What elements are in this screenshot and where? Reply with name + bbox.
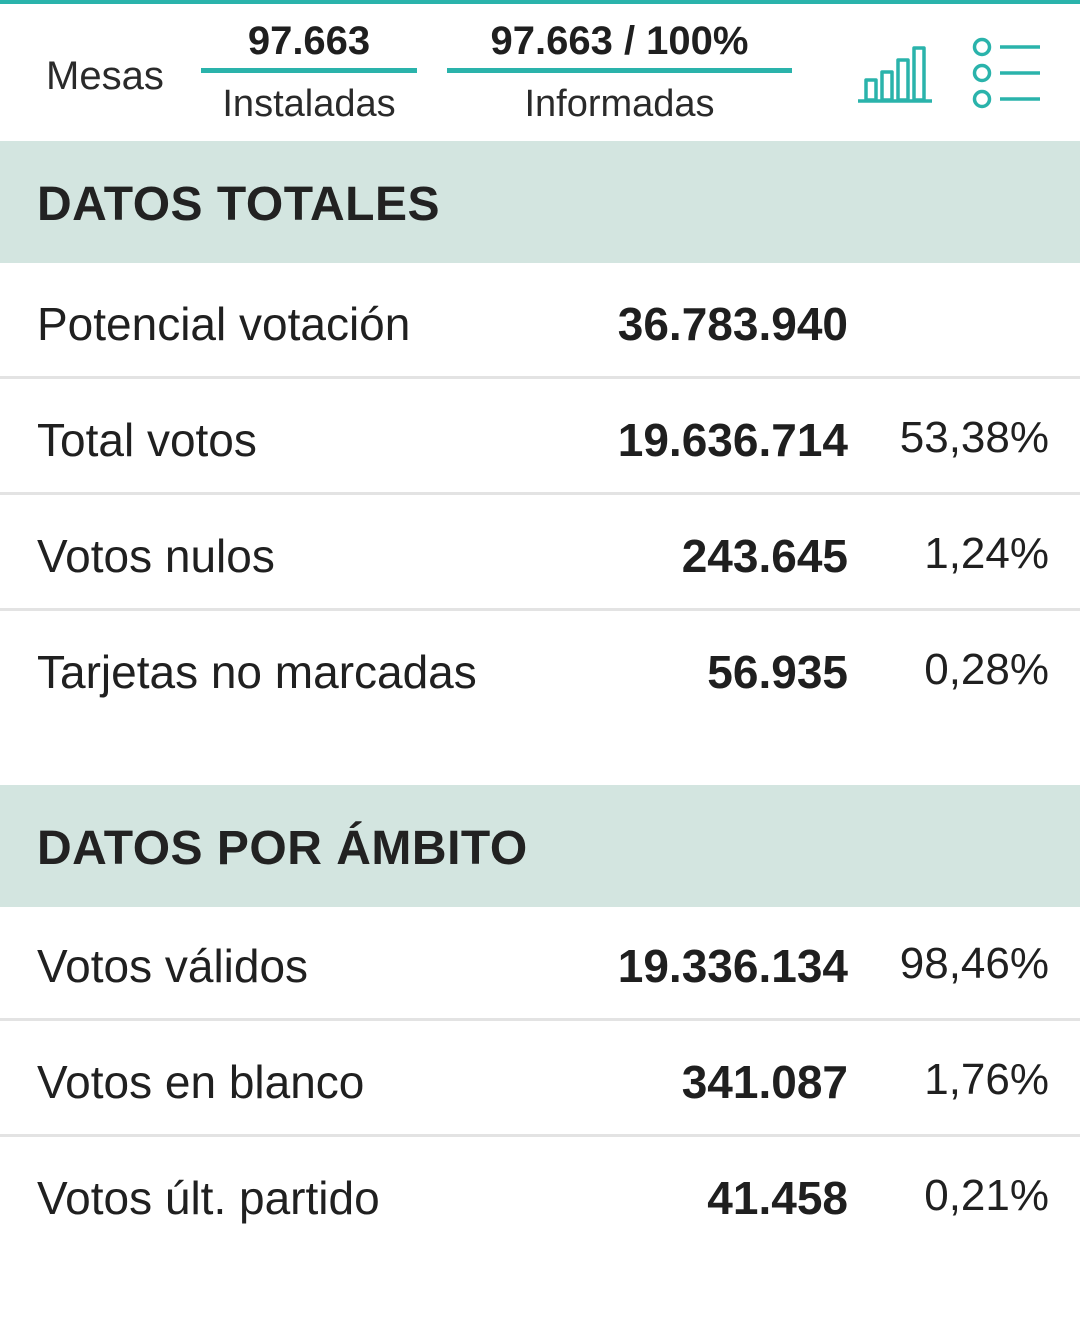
stat-informadas: 97.663 / 100% Informadas bbox=[447, 18, 792, 127]
list-icon bbox=[972, 37, 1040, 109]
section-title: DATOS POR ÁMBITO bbox=[37, 822, 528, 875]
row-percent: 1,24% bbox=[924, 529, 1049, 578]
row-value: 41.458 bbox=[707, 1172, 848, 1224]
row-label: Votos últ. partido bbox=[37, 1172, 380, 1224]
row-value: 341.087 bbox=[681, 1056, 848, 1108]
row-value: 19.636.714 bbox=[617, 414, 848, 466]
instaladas-value: 97.663 bbox=[247, 19, 371, 63]
row-value: 243.645 bbox=[681, 530, 848, 582]
row-label: Votos nulos bbox=[37, 530, 275, 582]
section-header-datos-totales: DATOS TOTALES bbox=[0, 141, 1080, 263]
instaladas-label: Instaladas bbox=[222, 83, 396, 125]
list-view-button[interactable] bbox=[968, 36, 1044, 110]
table-row: Votos válidos 19.336.134 98,46% bbox=[0, 905, 1080, 1021]
informadas-value: 97.663 / 100% bbox=[490, 19, 749, 63]
row-label: Votos válidos bbox=[37, 940, 309, 992]
mesas-label: Mesas bbox=[46, 54, 164, 98]
informadas-underline bbox=[447, 68, 792, 73]
mesas-summary-bar: Mesas 97.663 Instaladas 97.663 / 100% In… bbox=[0, 4, 1080, 141]
row-percent: 53,38% bbox=[899, 413, 1049, 462]
row-percent: 1,76% bbox=[924, 1055, 1049, 1104]
informadas-label: Informadas bbox=[524, 83, 715, 125]
table-row: Votos últ. partido 41.458 0,21% bbox=[0, 1137, 1080, 1253]
section-header-datos-por-ambito: DATOS POR ÁMBITO bbox=[0, 785, 1080, 907]
top-accent-border bbox=[0, 0, 1080, 4]
row-percent: 0,28% bbox=[924, 645, 1049, 694]
stat-instaladas: 97.663 Instaladas bbox=[201, 18, 417, 127]
row-label: Tarjetas no marcadas bbox=[37, 646, 477, 698]
row-label: Total votos bbox=[37, 414, 257, 466]
row-value: 56.935 bbox=[707, 646, 848, 698]
row-label: Votos en blanco bbox=[37, 1056, 365, 1108]
table-row: Votos en blanco 341.087 1,76% bbox=[0, 1021, 1080, 1137]
chart-view-button[interactable] bbox=[856, 42, 936, 104]
row-value: 19.336.134 bbox=[617, 940, 848, 992]
table-row: Tarjetas no marcadas 56.935 0,28% bbox=[0, 611, 1080, 727]
bar-chart-icon bbox=[858, 46, 932, 103]
section-title: DATOS TOTALES bbox=[37, 178, 440, 231]
instaladas-underline bbox=[201, 68, 417, 73]
table-row: Total votos 19.636.714 53,38% bbox=[0, 379, 1080, 495]
row-percent: 98,46% bbox=[899, 939, 1049, 988]
row-value: 36.783.940 bbox=[617, 298, 848, 350]
table-row: Votos nulos 243.645 1,24% bbox=[0, 495, 1080, 611]
row-percent: 0,21% bbox=[924, 1171, 1049, 1220]
table-row: Potencial votación 36.783.940 bbox=[0, 263, 1080, 379]
row-label: Potencial votación bbox=[37, 298, 411, 350]
